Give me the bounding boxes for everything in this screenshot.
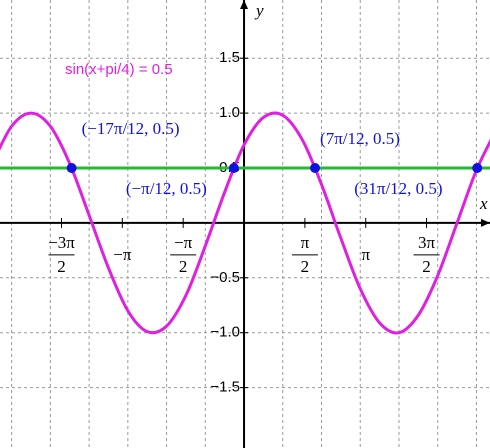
- x-tick-label: −π: [113, 245, 132, 264]
- point-label: (−π/12, 0.5): [126, 179, 207, 198]
- annotation: sin(x+pi/4) = 0.5: [65, 61, 173, 78]
- point: [472, 163, 483, 173]
- x-tick-label: 3π/2: [418, 233, 436, 276]
- y-tick-label: −1.5: [210, 379, 240, 396]
- y-tick-label: −0.5: [210, 269, 240, 286]
- point: [66, 163, 77, 173]
- x-tick-label: −3π/2: [48, 233, 75, 276]
- x-axis-arrow: [481, 218, 490, 227]
- point-label: (7π/12, 0.5): [320, 129, 400, 148]
- curve: [0, 111, 490, 335]
- y-axis-label: y: [254, 1, 264, 20]
- x-axis-label: x: [479, 194, 488, 213]
- point-label: (−17π/12, 0.5): [82, 119, 180, 138]
- x-tick-label: −π/2: [174, 233, 193, 276]
- point-label: (31π/12, 0.5): [354, 179, 442, 198]
- y-tick-label: 1.0: [219, 104, 240, 121]
- point: [228, 163, 239, 173]
- x-tick-label: π/2: [301, 233, 310, 276]
- point: [310, 163, 321, 173]
- y-tick-label: 1.5: [219, 49, 240, 66]
- x-tick-label: π: [361, 245, 370, 264]
- plot-area: [0, 111, 490, 335]
- y-axis-arrow: [240, 0, 249, 9]
- y-tick-label: −1.0: [210, 324, 240, 341]
